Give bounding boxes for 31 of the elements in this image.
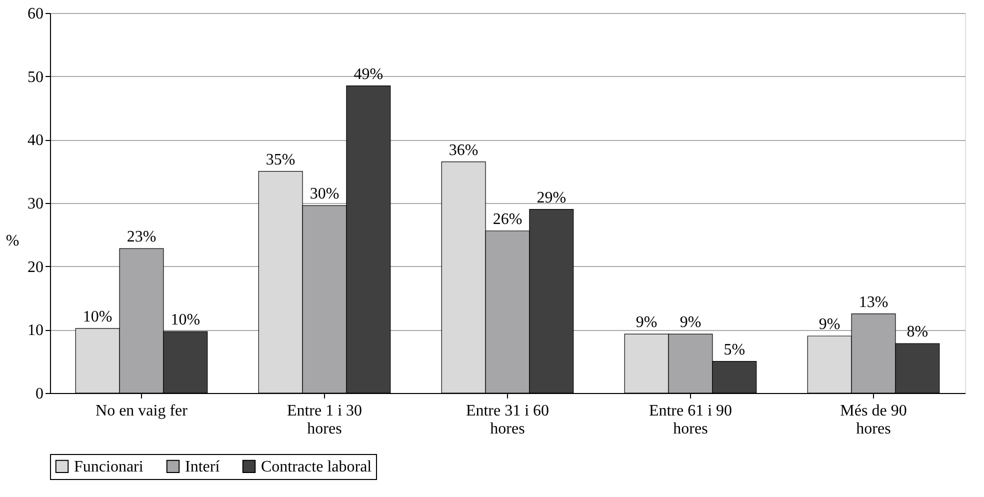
data-label: 9%: [636, 314, 658, 332]
data-label: 10%: [170, 312, 200, 329]
data-label: 8%: [906, 324, 928, 341]
data-label: 10%: [82, 308, 112, 326]
data-label: 29%: [536, 189, 566, 206]
y-tick-label: 20: [28, 258, 44, 276]
y-tick-label: 40: [28, 132, 44, 150]
x-tick-label: Entre 61 i 90 hores: [648, 402, 732, 438]
data-label: 26%: [492, 210, 522, 228]
data-label: 30%: [310, 186, 340, 203]
y-tick-label: 30: [28, 196, 44, 212]
legend-label: Funcionari: [74, 458, 144, 476]
data-label: 5%: [724, 341, 746, 358]
data-label: 49%: [354, 66, 384, 83]
x-tick-label: Entre 1 i 30 hores: [286, 402, 362, 438]
data-label: 23%: [126, 228, 156, 246]
data-label: 13%: [858, 294, 888, 311]
data-label: 9%: [680, 314, 702, 332]
y-tick-label: 60: [28, 6, 44, 22]
y-tick-label: 0: [36, 386, 44, 402]
data-label: 35%: [266, 151, 296, 168]
y-axis-title: %: [6, 232, 20, 250]
data-label: 9%: [818, 316, 840, 333]
legend-label: Contracte laboral: [261, 458, 372, 476]
legend-label: Interí: [185, 458, 220, 476]
data-label: 36%: [448, 142, 478, 159]
y-tick-label: 10: [28, 322, 44, 340]
y-tick-label: 50: [28, 68, 44, 86]
x-tick-label: No en vaig fer: [96, 402, 188, 420]
x-tick-label: Més de 90 hores: [840, 402, 907, 438]
x-tick-label: Entre 31 i 60 hores: [466, 402, 550, 438]
